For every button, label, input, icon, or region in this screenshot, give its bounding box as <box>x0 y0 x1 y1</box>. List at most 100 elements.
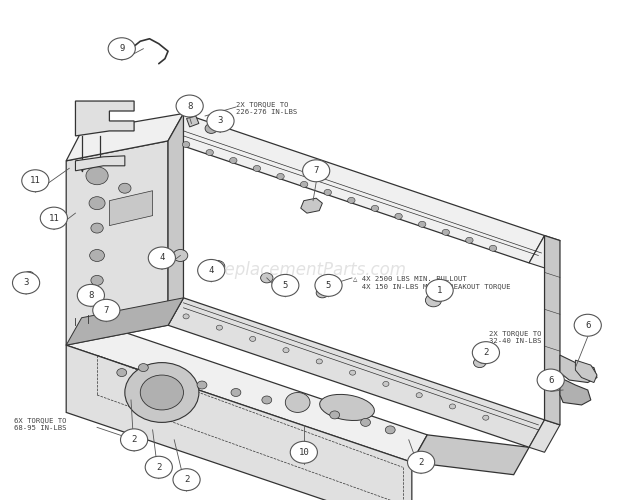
Text: 4: 4 <box>159 254 164 263</box>
Circle shape <box>383 381 389 386</box>
Circle shape <box>182 141 190 147</box>
Circle shape <box>125 363 199 422</box>
Circle shape <box>205 123 218 133</box>
Circle shape <box>277 173 284 179</box>
Circle shape <box>86 167 108 185</box>
Polygon shape <box>109 191 153 225</box>
Circle shape <box>40 207 68 229</box>
Circle shape <box>330 411 340 419</box>
Circle shape <box>416 393 422 398</box>
Text: 6X TORQUE TO
68-95 IN-LBS: 6X TORQUE TO 68-95 IN-LBS <box>14 417 66 431</box>
Circle shape <box>176 95 203 117</box>
Polygon shape <box>187 116 199 127</box>
Circle shape <box>316 359 322 364</box>
Circle shape <box>250 336 256 341</box>
Text: 3: 3 <box>24 279 29 288</box>
Circle shape <box>22 170 49 192</box>
Circle shape <box>210 261 225 273</box>
Circle shape <box>89 197 105 209</box>
Text: 3: 3 <box>218 116 223 125</box>
Polygon shape <box>66 141 168 345</box>
Polygon shape <box>168 114 544 263</box>
Text: 1: 1 <box>437 286 442 295</box>
Polygon shape <box>168 298 544 447</box>
Circle shape <box>407 451 435 473</box>
Circle shape <box>173 249 188 262</box>
Circle shape <box>229 157 237 163</box>
Text: 5: 5 <box>326 281 331 290</box>
Circle shape <box>272 275 299 296</box>
Text: 6: 6 <box>548 376 554 385</box>
Text: 2: 2 <box>184 475 189 484</box>
Text: 9: 9 <box>119 44 125 53</box>
Text: 10: 10 <box>298 448 309 457</box>
Circle shape <box>145 456 172 478</box>
Circle shape <box>93 299 120 321</box>
Polygon shape <box>560 355 597 383</box>
Text: 7: 7 <box>104 306 109 315</box>
Circle shape <box>138 364 148 372</box>
Circle shape <box>303 160 330 182</box>
Polygon shape <box>560 378 591 405</box>
Circle shape <box>108 38 135 60</box>
Circle shape <box>395 213 402 219</box>
Circle shape <box>24 272 34 280</box>
Polygon shape <box>76 156 125 171</box>
Circle shape <box>118 208 131 218</box>
Circle shape <box>198 260 225 282</box>
Circle shape <box>12 272 40 294</box>
Circle shape <box>418 221 426 227</box>
Text: 5: 5 <box>283 281 288 290</box>
Circle shape <box>197 381 207 389</box>
Circle shape <box>92 296 102 304</box>
Circle shape <box>361 418 371 426</box>
Text: 7: 7 <box>314 166 319 175</box>
Text: 2: 2 <box>418 458 424 467</box>
Circle shape <box>316 288 329 298</box>
Circle shape <box>324 189 332 195</box>
Circle shape <box>348 197 355 203</box>
Circle shape <box>207 110 234 132</box>
Circle shape <box>140 375 184 410</box>
Polygon shape <box>412 435 529 475</box>
Circle shape <box>118 183 131 193</box>
Polygon shape <box>66 345 412 501</box>
Circle shape <box>183 314 189 319</box>
Text: 2: 2 <box>131 435 137 444</box>
Polygon shape <box>529 235 560 268</box>
Text: ReplacementParts.com: ReplacementParts.com <box>213 262 407 280</box>
Circle shape <box>371 205 379 211</box>
Polygon shape <box>76 101 134 136</box>
Circle shape <box>442 229 450 235</box>
Circle shape <box>91 276 104 286</box>
Circle shape <box>216 325 223 330</box>
Circle shape <box>574 314 601 336</box>
Circle shape <box>474 358 486 368</box>
Circle shape <box>472 342 500 364</box>
Text: △ 4X 2500 LBS MIN. PULLOUT
  4X 150 IN-LBS MIN. BREAKOUT TORQUE: △ 4X 2500 LBS MIN. PULLOUT 4X 150 IN-LBS… <box>353 276 511 290</box>
Text: 11: 11 <box>30 176 41 185</box>
Circle shape <box>315 275 342 296</box>
Ellipse shape <box>320 394 374 420</box>
Circle shape <box>489 245 497 251</box>
Text: 2: 2 <box>483 348 489 357</box>
Circle shape <box>206 149 213 155</box>
Circle shape <box>483 415 489 420</box>
Circle shape <box>466 237 473 243</box>
Circle shape <box>231 388 241 396</box>
Circle shape <box>290 441 317 463</box>
Polygon shape <box>544 235 560 425</box>
Text: 2X TORQUE TO
226-276 IN-LBS: 2X TORQUE TO 226-276 IN-LBS <box>236 101 297 115</box>
Circle shape <box>253 165 260 171</box>
Polygon shape <box>66 114 184 161</box>
Circle shape <box>425 294 441 307</box>
Circle shape <box>385 426 395 434</box>
Polygon shape <box>301 198 322 213</box>
Circle shape <box>148 247 175 269</box>
Circle shape <box>260 273 273 283</box>
Circle shape <box>450 404 456 409</box>
Text: 2X TORQUE TO
32-40 IN-LBS: 2X TORQUE TO 32-40 IN-LBS <box>489 330 541 344</box>
Circle shape <box>120 429 148 451</box>
Polygon shape <box>93 298 104 308</box>
Text: 6: 6 <box>585 321 590 330</box>
